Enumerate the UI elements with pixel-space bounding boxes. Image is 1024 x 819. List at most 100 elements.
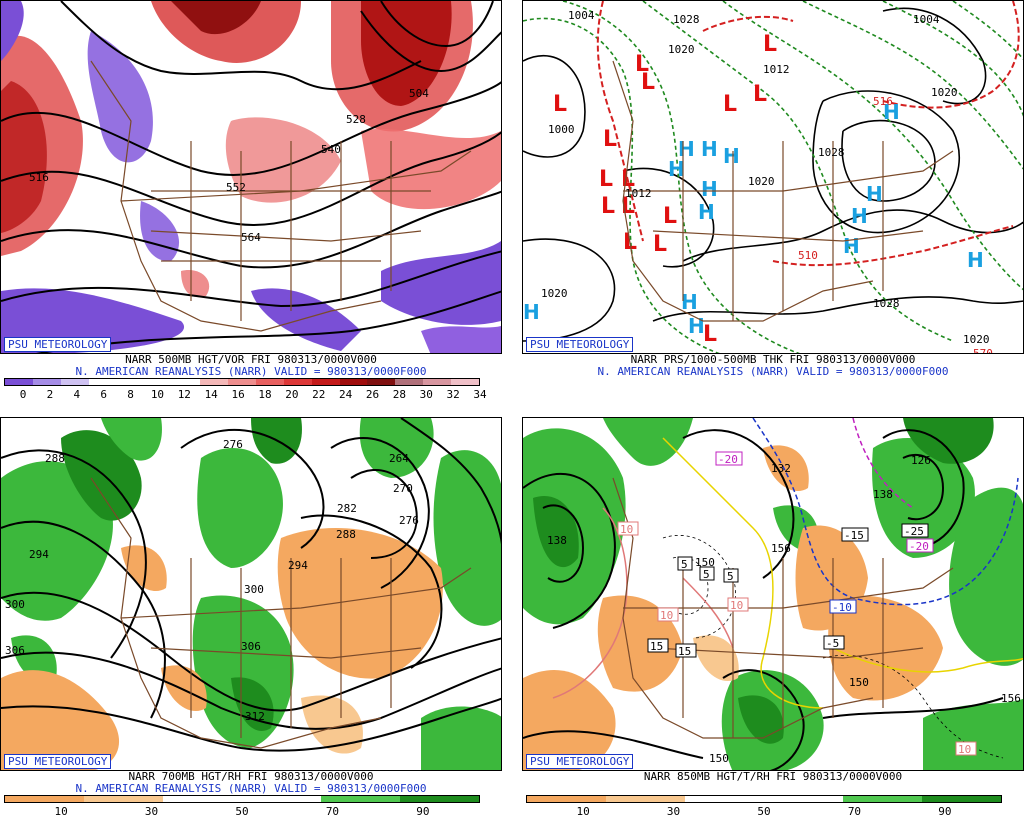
high-pressure-marker: H [681, 290, 698, 314]
colorbar-segment [172, 379, 201, 385]
contour-label: 1012 [763, 63, 790, 76]
colorbar-segment [395, 379, 424, 385]
colorbar-tick-label: 30 [144, 805, 159, 818]
contour-label: 540 [321, 143, 341, 156]
colorbar-tick-label: 30 [419, 388, 433, 401]
contour-label: 300 [244, 583, 264, 596]
colorbar-segment [88, 379, 117, 385]
psu-meteorology-logo: PSU METEOROLOGY [4, 337, 112, 352]
contour-label: 552 [226, 181, 246, 194]
colorbar-segment [255, 379, 284, 385]
caption-line-2: N. AMERICAN REANALYSIS (NARR) VALID = 98… [597, 365, 949, 378]
temp-label: -20 [909, 540, 929, 553]
caption-line-1: NARR 700MB HGT/RH FRI 980313/0000V000 [128, 770, 374, 783]
low-pressure-marker: L [641, 70, 655, 95]
contour-label: 270 [393, 482, 413, 495]
high-pressure-marker: H [883, 100, 900, 124]
colorbar-segment [606, 796, 685, 802]
colorbar-segment [451, 379, 479, 385]
temp-label: 10 [620, 523, 633, 536]
colorbar-segment [144, 379, 173, 385]
map-700mb: 288 276 264 270 282 288 294 300 276 306 … [0, 417, 502, 771]
low-pressure-marker: L [663, 204, 677, 229]
colorbar-segment [400, 796, 479, 802]
contour-label: 156 [771, 542, 791, 555]
low-pressure-marker: L [635, 52, 649, 77]
contour-label: 276 [399, 514, 419, 527]
high-pressure-marker: H [668, 157, 685, 181]
colorbar-segment [367, 379, 396, 385]
colorbar-tick-label: 32 [446, 388, 460, 401]
caption-line-1: NARR 850MB HGT/T/RH FRI 980313/0000V000 [643, 770, 903, 783]
contour-label: 516 [29, 171, 49, 184]
contour-label: 1020 [748, 175, 775, 188]
colorbar-tick-label: 12 [177, 388, 191, 401]
psu-meteorology-logo: PSU METEOROLOGY [526, 337, 634, 352]
map-850mb: -20 132 126 138 -25 -20 -15 -10 -5 150 1… [522, 417, 1024, 771]
colorbar-segment [116, 379, 145, 385]
low-pressure-marker: L [653, 232, 667, 257]
colorbar-segment [283, 379, 312, 385]
colorbar-tick-label: 8 [127, 388, 134, 401]
contour-label: 1028 [673, 13, 700, 26]
temp-label: 10 [660, 609, 673, 622]
contour-label: 282 [337, 502, 357, 515]
high-pressure-marker: H [698, 200, 715, 224]
rh-colorbar-ticks: 10 30 50 70 90 [526, 805, 1002, 818]
caption-line-2: N. AMERICAN REANALYSIS (NARR) VALID = 98… [75, 782, 427, 795]
colorbar-segment [200, 379, 228, 385]
colorbar-tick-label: 90 [938, 805, 952, 818]
contour-label: 1012 [625, 187, 652, 200]
panel-700mb-hgt-rh: 288 276 264 270 282 288 294 300 276 306 … [0, 417, 502, 819]
contour-label: 1004 [568, 9, 595, 22]
colorbar-tick-label: 18 [258, 388, 272, 401]
panel-slp-thickness: L L L L L L L L L L L L L L L H H H H [522, 0, 1024, 402]
colorbar-segment [527, 796, 606, 802]
high-pressure-marker: H [523, 300, 540, 324]
temperature-labels: -20 132 126 138 -25 -20 -15 -10 -5 150 1… [547, 451, 1021, 765]
temp-label: 5 [703, 568, 710, 581]
rh-colorbar [526, 795, 1002, 803]
colorbar-segment [685, 796, 764, 802]
contour-label: 150 [695, 556, 715, 569]
colorbar-tick-label: 50 [757, 805, 771, 818]
high-pressure-marker: H [866, 182, 883, 206]
contour-label: 276 [223, 438, 243, 451]
colorbar-tick-label: 34 [473, 388, 487, 401]
low-pressure-marker: L [703, 322, 717, 347]
vorticity-colorbar-ticks: 0 2 4 6 8 10 12 14 16 18 20 22 24 26 28 30 32 34 [4, 388, 487, 401]
panel-500mb-hgt-vor: 540 552 564 504 528 516 PSU METEOROLOGY … [0, 0, 502, 402]
colorbar-segment [32, 379, 61, 385]
contour-label: 300 [5, 598, 25, 611]
psu-meteorology-logo: PSU METEOROLOGY [526, 754, 634, 769]
contour-label: 1028 [873, 297, 900, 310]
colorbar-tick-label: 10 [576, 805, 590, 818]
contour-label: 1000 [548, 123, 575, 136]
caption-line-1: NARR 500MB HGT/VOR FRI 980313/0000V000 [125, 353, 377, 366]
map-500mb-svg: 540 552 564 504 528 516 [1, 1, 501, 353]
low-pressure-marker: L [753, 82, 767, 107]
contour-label: 528 [346, 113, 366, 126]
colorbar-tick-label: 30 [666, 805, 681, 818]
high-pressure-marker: H [851, 204, 868, 228]
colorbar-segment [423, 379, 451, 385]
high-pressure-marker: H [843, 234, 860, 258]
colorbar-tick-label: 50 [235, 805, 249, 818]
temp-label: -10 [832, 601, 852, 614]
colorbar-segment [228, 379, 256, 385]
contour-label: 564 [241, 231, 261, 244]
contour-label: 288 [336, 528, 356, 541]
colorbar-segment [60, 379, 89, 385]
colorbar-tick-label: 90 [416, 805, 430, 818]
psu-meteorology-logo: PSU METEOROLOGY [4, 754, 112, 769]
contour-label: 1004 [913, 13, 940, 26]
contour-label: 294 [29, 548, 49, 561]
contour-label: 150 [849, 676, 869, 689]
colorbar-segment [922, 796, 1001, 802]
contour-label: 504 [409, 87, 429, 100]
temp-label: -25 [904, 525, 924, 538]
colorbar-tick-label: 10 [54, 805, 68, 818]
high-pressure-marker: H [701, 137, 718, 161]
contour-label: 264 [389, 452, 409, 465]
colorbar-segment [764, 796, 843, 802]
